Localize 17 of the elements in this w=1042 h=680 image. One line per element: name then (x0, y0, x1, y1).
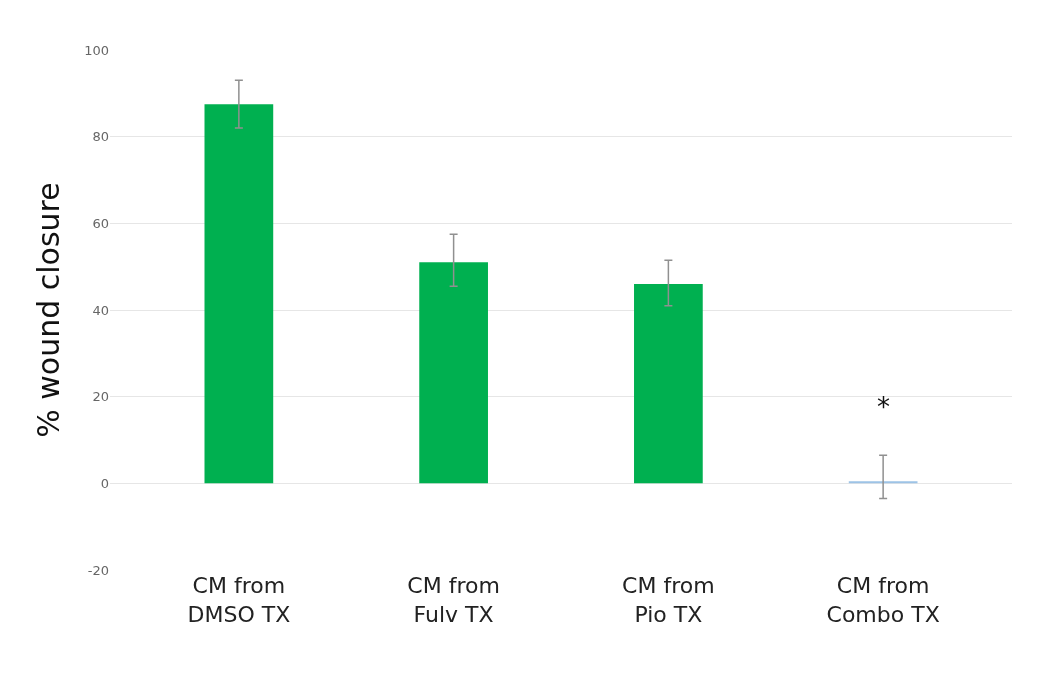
x-tick-label: CM from DMSO TX (187, 573, 291, 627)
x-tick-label: CM from Combo TX (826, 573, 940, 627)
bar (204, 104, 274, 484)
y-tick-label: -20 (87, 562, 109, 578)
y-tick-label: 40 (92, 302, 109, 318)
y-tick-label: 0 (100, 475, 109, 491)
bar (634, 284, 703, 484)
annotation: * (877, 392, 890, 422)
y-tick-label: 20 (92, 389, 109, 405)
bar (848, 481, 918, 484)
bar (419, 262, 488, 484)
y-tick-label: 80 (92, 129, 109, 145)
x-tick-label: CM from Fulv TX (407, 573, 500, 627)
y-axis-title: % wound closure (31, 182, 67, 438)
x-tick-label: CM from Pio TX (622, 573, 715, 627)
y-tick-label: 100 (84, 42, 109, 58)
y-tick-label: 60 (92, 215, 109, 231)
